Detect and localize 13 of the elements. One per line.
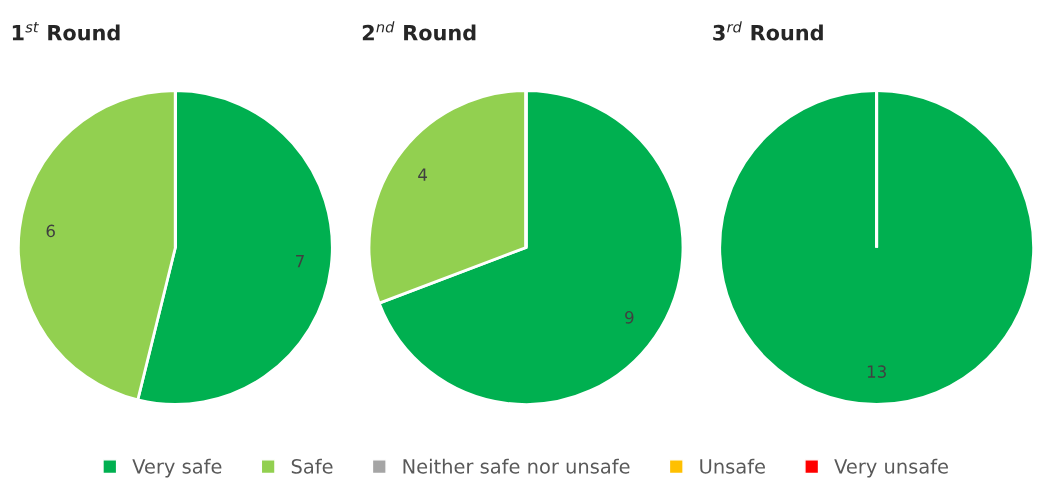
legend-label: Neither safe nor unsafe [403, 458, 630, 474]
data-label: 7 [296, 255, 304, 268]
legend-label: Very safe [132, 458, 222, 478]
legend-label: Very unsafe [834, 458, 948, 478]
data-label: 9 [625, 311, 634, 324]
data-label: 4 [418, 168, 428, 181]
data-label: 6 [46, 224, 55, 238]
data-label: 13 [867, 365, 886, 378]
legend-label: Safe [291, 458, 333, 474]
chart-title: 1$^{st}$ Round [12, 22, 120, 41]
chart-title: 3$^{rd}$ Round [713, 21, 823, 41]
chart-title: 2$^{nd}$ Round [362, 21, 476, 41]
legend-label: Unsafe [700, 458, 765, 474]
